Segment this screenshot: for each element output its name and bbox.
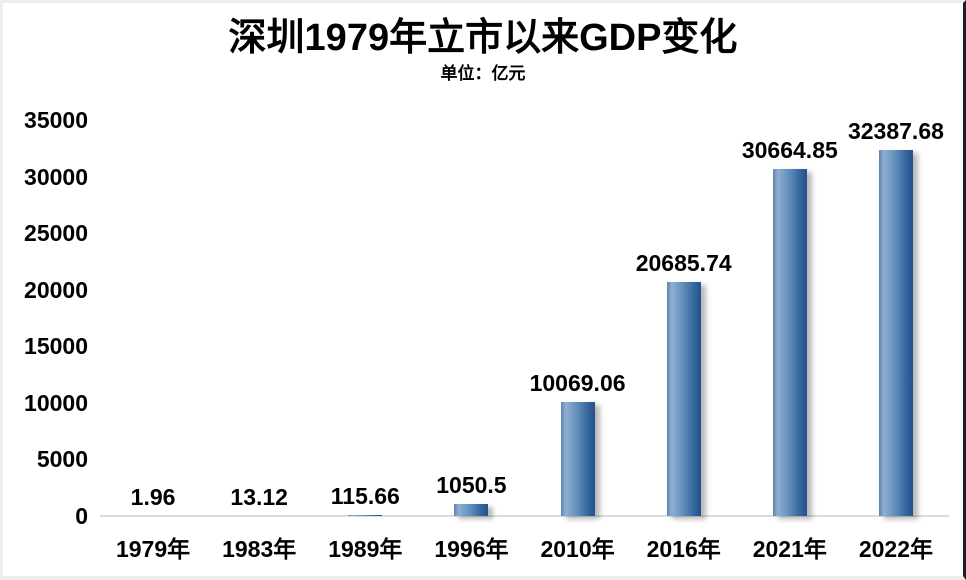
bar-value-label: 1050.5	[436, 472, 507, 499]
y-axis-tick-label: 25000	[24, 220, 88, 247]
bar-value-label: 32387.68	[847, 117, 944, 144]
bar-value-label: 1.96	[130, 483, 176, 510]
x-axis-category-label: 1979年	[115, 536, 191, 562]
x-axis-category-label: 2010年	[540, 536, 615, 562]
y-axis-tick-label: 10000	[24, 389, 88, 416]
y-axis-tick-label: 35000	[24, 107, 88, 133]
x-axis-category-label: 1996年	[434, 536, 509, 562]
bar-value-label: 20685.74	[635, 249, 732, 276]
bar-2016年	[666, 281, 701, 516]
bar-value-label: 30664.85	[741, 137, 838, 164]
x-axis-category-label: 2022年	[858, 536, 934, 562]
bar-value-label: 115.66	[330, 482, 400, 509]
bar-1996年	[454, 504, 489, 516]
chart-unit-label: 单位：亿元	[440, 64, 526, 83]
bar-2010年	[560, 402, 595, 516]
bar-value-label: 13.12	[230, 483, 288, 510]
y-axis-tick-label: 5000	[36, 446, 88, 473]
y-axis-tick-label: 20000	[24, 276, 88, 303]
bar-2022年	[878, 149, 913, 516]
x-axis-category-label: 2016年	[646, 536, 721, 562]
y-axis-tick-label: 15000	[24, 333, 88, 360]
y-axis-tick-label: 30000	[24, 163, 88, 190]
x-axis-category-label: 1989年	[328, 536, 403, 562]
x-axis-category-label: 2021年	[752, 536, 827, 562]
chart-title: 深圳1979年立市以来GDP变化	[228, 17, 738, 59]
x-axis-category-label: 1983年	[222, 536, 297, 562]
bar-value-label: 10069.06	[529, 370, 626, 397]
bar-2021年	[772, 169, 807, 516]
y-axis-tick-label: 0	[75, 503, 88, 529]
x-axis-line	[100, 515, 949, 517]
bar-1989年	[348, 514, 383, 516]
